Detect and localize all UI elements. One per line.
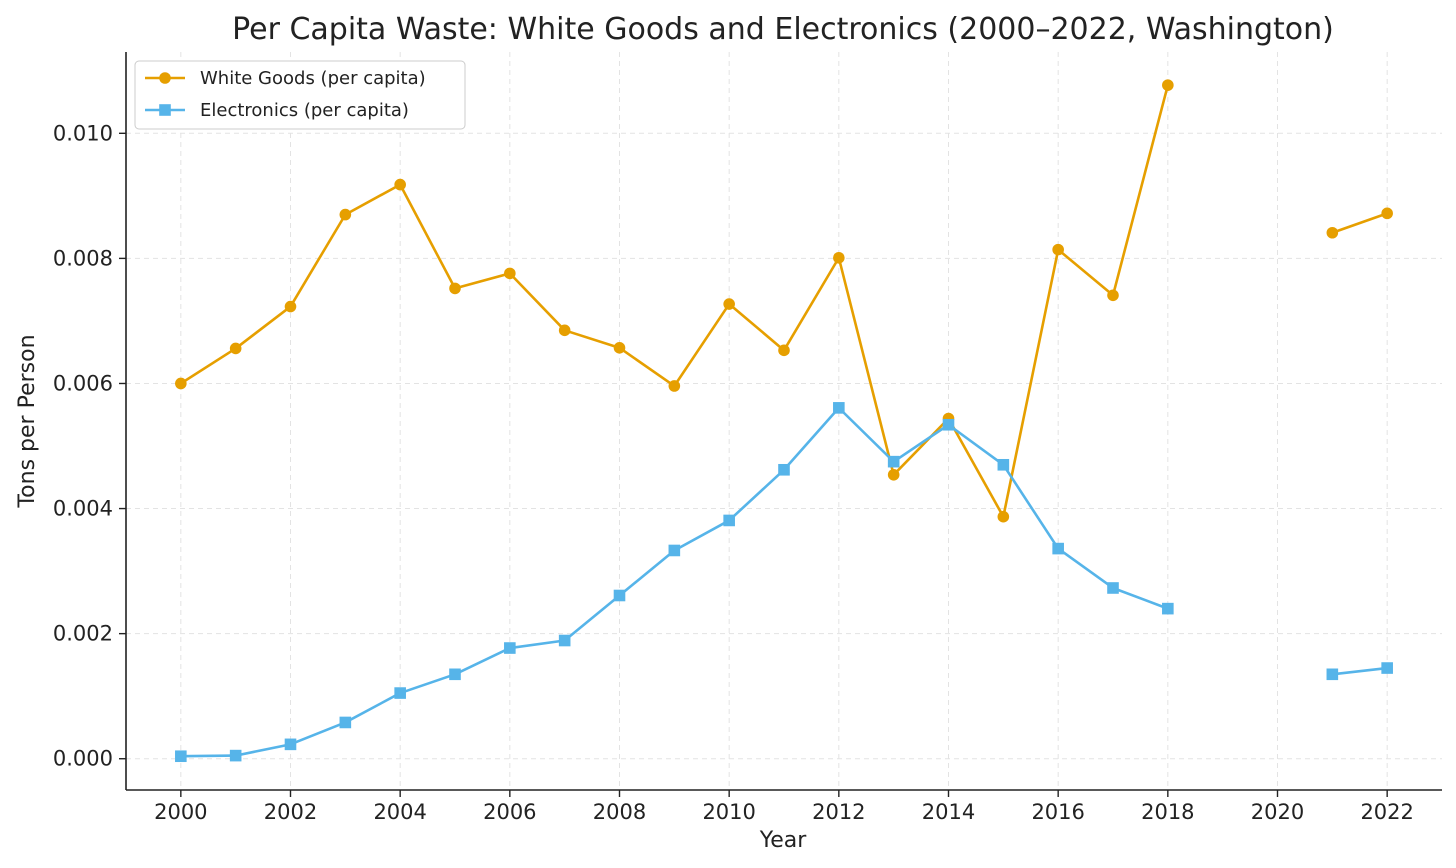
data-point bbox=[1381, 662, 1393, 674]
data-point bbox=[613, 342, 626, 354]
data-point bbox=[613, 589, 626, 602]
series-line bbox=[180, 84, 1170, 518]
data-point bbox=[997, 458, 1010, 471]
chart-title: Per Capita Waste: White Goods and Electr… bbox=[232, 12, 1334, 47]
data-point bbox=[942, 418, 955, 431]
data-point bbox=[778, 344, 790, 357]
x-tick-label: 2004 bbox=[373, 800, 426, 824]
data-point bbox=[284, 300, 297, 313]
series-electronics bbox=[175, 402, 1393, 763]
x-axis-title: Year bbox=[759, 828, 808, 853]
data-point bbox=[175, 750, 187, 763]
legend-marker bbox=[159, 72, 171, 84]
data-point bbox=[558, 634, 571, 647]
data-point bbox=[723, 298, 735, 310]
legend-item: Electronics (per capita) bbox=[145, 100, 409, 121]
data-point bbox=[394, 687, 406, 699]
axes: 2000 2002 2004 2006 2008 2010 2012 2014 2016 2018… bbox=[53, 52, 1442, 824]
data-point bbox=[997, 510, 1010, 523]
x-tick-label: 2014 bbox=[922, 800, 975, 824]
x-tick-label: 2012 bbox=[812, 800, 865, 824]
legend-label: White Goods (per capita) bbox=[200, 68, 426, 89]
series-line bbox=[1331, 212, 1388, 234]
data-point bbox=[1162, 602, 1174, 615]
y-tick-label: 0.002 bbox=[53, 622, 113, 646]
data-point bbox=[229, 342, 242, 355]
legend-marker bbox=[159, 104, 171, 116]
legend-box bbox=[134, 60, 466, 130]
x-tick-label: 2002 bbox=[264, 800, 317, 824]
x-tick-label: 2000 bbox=[154, 800, 207, 824]
x-tick-label: 2018 bbox=[1141, 800, 1194, 824]
data-point bbox=[1107, 289, 1119, 302]
x-tick-label: 2006 bbox=[483, 800, 536, 824]
data-point bbox=[833, 251, 845, 264]
y-tick-label: 0.006 bbox=[53, 371, 113, 395]
data-point bbox=[668, 544, 681, 557]
x-tick-label: 2022 bbox=[1360, 800, 1413, 824]
data-point bbox=[449, 668, 461, 681]
series-layer bbox=[175, 79, 1393, 763]
data-point bbox=[504, 642, 516, 654]
data-point bbox=[449, 282, 461, 295]
y-tick-label: 0.010 bbox=[53, 121, 113, 145]
data-point bbox=[833, 402, 845, 414]
data-point bbox=[175, 377, 187, 390]
data-point bbox=[1326, 226, 1339, 239]
x-tick-label: 2010 bbox=[702, 800, 755, 824]
data-point bbox=[887, 468, 900, 481]
data-point bbox=[394, 178, 406, 191]
y-axis-title: Tons per Person bbox=[15, 334, 40, 508]
data-point bbox=[887, 455, 900, 468]
legend: White Goods (per capita) Electronics (per… bbox=[134, 60, 466, 130]
data-point bbox=[778, 463, 790, 476]
data-point bbox=[558, 324, 571, 337]
legend-item: White Goods (per capita) bbox=[145, 68, 426, 89]
data-point bbox=[229, 749, 242, 762]
data-point bbox=[1381, 207, 1393, 220]
y-tick-label: 0.004 bbox=[53, 497, 113, 521]
series-line bbox=[1332, 666, 1388, 676]
x-tick-label: 2020 bbox=[1251, 800, 1304, 824]
data-point bbox=[504, 267, 516, 280]
data-point bbox=[1107, 582, 1119, 594]
data-point bbox=[668, 380, 681, 392]
y-tick-label: 0.000 bbox=[53, 747, 113, 771]
x-tick-label: 2008 bbox=[593, 800, 646, 824]
grid bbox=[126, 52, 1442, 790]
data-point bbox=[1162, 79, 1174, 91]
data-point bbox=[339, 716, 352, 729]
data-point bbox=[284, 738, 297, 751]
data-point bbox=[339, 208, 352, 221]
legend-label: Electronics (per capita) bbox=[200, 100, 409, 121]
x-tick-label: 2016 bbox=[1031, 800, 1084, 824]
data-point bbox=[1052, 243, 1064, 256]
series-white-goods bbox=[175, 79, 1393, 523]
series-line bbox=[180, 406, 1169, 758]
y-tick-label: 0.008 bbox=[53, 246, 113, 270]
data-point bbox=[1326, 668, 1339, 681]
data-point bbox=[1052, 542, 1064, 555]
data-point bbox=[723, 514, 735, 527]
